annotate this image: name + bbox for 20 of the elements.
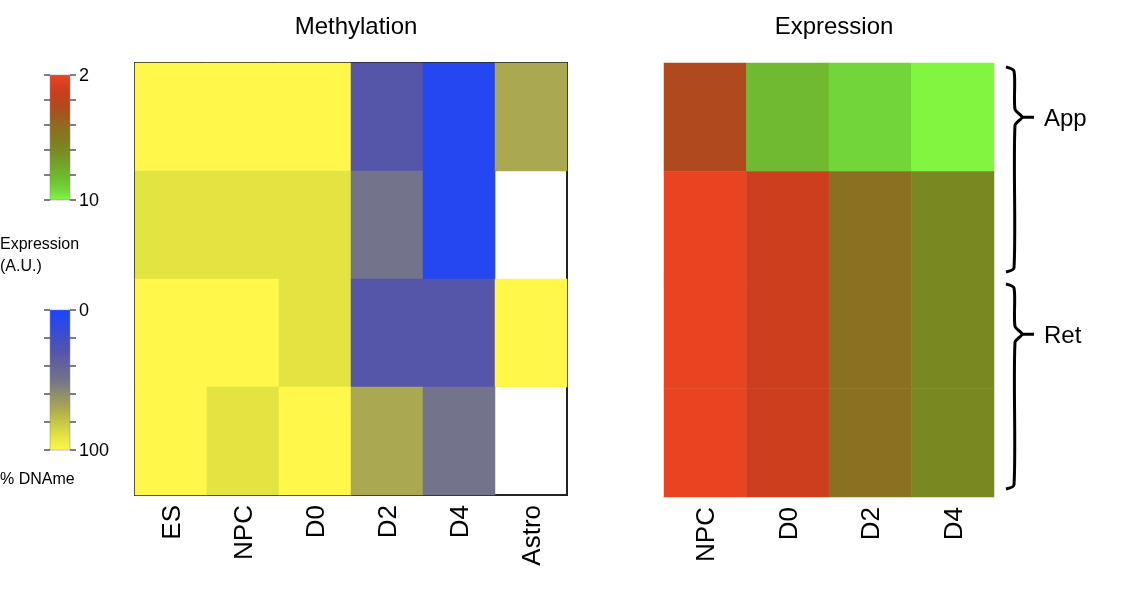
- x-tick-label: D0: [772, 507, 803, 541]
- x-tick-label: D2: [855, 507, 886, 541]
- x-tick-label: NPC: [690, 507, 721, 562]
- x-tick-label: ES: [156, 505, 186, 540]
- chart-title: Expression: [774, 11, 894, 39]
- x-tick-label: NPC: [228, 505, 258, 560]
- x-tick-label: Astro: [516, 505, 546, 566]
- color-bar-label: 0: [79, 300, 90, 320]
- x-tick-label: D0: [300, 505, 330, 539]
- x-tick-label: D2: [372, 505, 402, 539]
- color-bar-label: 2: [79, 65, 90, 85]
- y-tick-label: Ret: [1044, 320, 1082, 348]
- color-bar-title: Expression (A.U.): [0, 234, 80, 274]
- color-bar-label: 10: [79, 190, 100, 210]
- x-tick-label: D4: [937, 507, 968, 541]
- x-tick-label: D4: [444, 505, 474, 539]
- color-bar-label: 100: [79, 440, 110, 460]
- color-bar-title: % DNAme: [0, 469, 75, 487]
- y-tick-label: App: [1044, 103, 1087, 131]
- chart-title: Methylation: [294, 11, 418, 39]
